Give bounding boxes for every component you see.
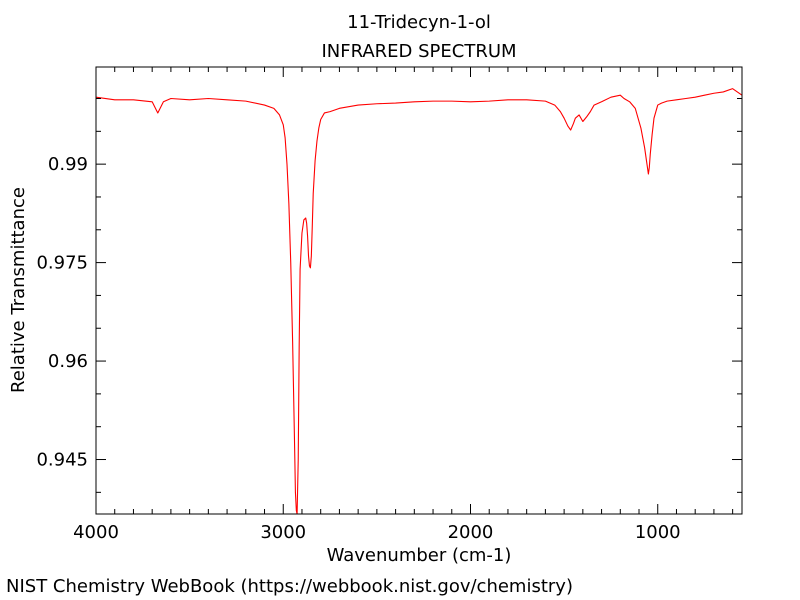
x-tick-label: 2000: [448, 522, 494, 543]
spectrum-line: [95, 88, 743, 515]
axis-ticks: 4000 3000 2000 1000 0.99 0.975 0.96 0.945: [36, 67, 742, 543]
plot-frame: [95, 66, 743, 515]
chart-subtitle: INFRARED SPECTRUM: [321, 41, 516, 62]
x-tick-label: 1000: [635, 522, 681, 543]
chart-title: 11-Tridecyn-1-ol: [347, 12, 491, 33]
y-tick-label: 0.945: [36, 450, 88, 471]
credit-text: NIST Chemistry WebBook (https://webbook.…: [6, 576, 573, 597]
y-tick-label: 0.99: [48, 154, 88, 175]
y-axis-label: Relative Transmittance: [8, 187, 29, 393]
y-tick-label: 0.96: [48, 351, 88, 372]
x-tick-label: 3000: [260, 522, 306, 543]
y-tick-label: 0.975: [36, 253, 88, 274]
spectrum-plot-group: [95, 88, 743, 515]
x-tick-label: 4000: [73, 522, 119, 543]
x-axis-label: Wavenumber (cm-1): [327, 545, 512, 566]
